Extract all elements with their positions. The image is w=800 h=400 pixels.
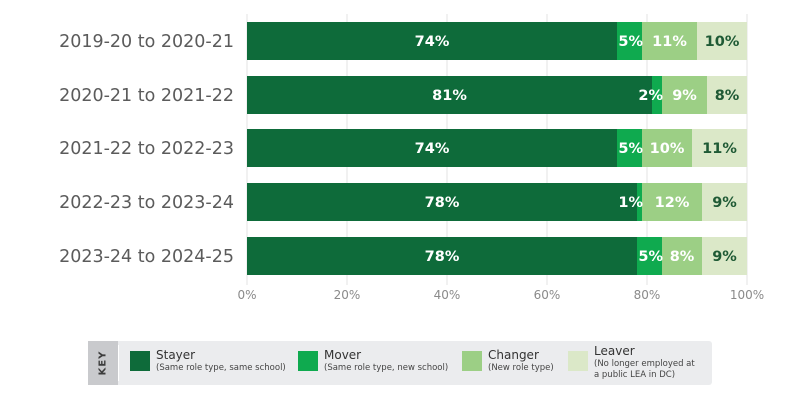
legend-swatch-changer (462, 351, 482, 371)
legend-desc-leaver-line2: a public LEA in DC) (594, 370, 676, 380)
legend-name-stayer: Stayer (156, 348, 196, 362)
x-tick-label: 40% (434, 288, 461, 302)
bar-segment-changer (662, 237, 702, 275)
data-label-mover: 2% (638, 88, 663, 104)
bar-segment-mover (617, 129, 642, 167)
bar-segment-stayer (247, 183, 637, 221)
legend: KEY Stayer (Same role type, same school)… (88, 341, 712, 385)
bar-segment-leaver (692, 129, 747, 167)
legend-key-label: KEY (97, 350, 109, 376)
legend-desc-changer: (New role type) (488, 363, 554, 373)
data-label-changer: 8% (670, 249, 695, 265)
data-label-changer: 10% (650, 141, 685, 157)
x-tick-label: 60% (534, 288, 561, 302)
legend-name-changer: Changer (488, 348, 539, 362)
data-label-changer: 11% (652, 34, 687, 50)
bar-segment-changer (662, 76, 707, 114)
data-label-leaver: 10% (705, 34, 740, 50)
legend-name-leaver: Leaver (594, 344, 635, 358)
bar-segment-mover (637, 237, 662, 275)
data-label-changer: 12% (655, 195, 690, 211)
x-tick-label: 20% (334, 288, 361, 302)
data-label-leaver: 11% (702, 141, 737, 157)
bar-segment-mover (617, 22, 642, 60)
bar-segment-changer (642, 183, 702, 221)
bar-segment-leaver (707, 76, 747, 114)
data-label-changer: 9% (672, 88, 697, 104)
stacked-bar-chart: 74% 5% 11% 10% 81% 2% 9% 8% 74% 5% 10% 11% 78% 1% 12% 9… (59, 14, 764, 302)
bar-segment-stayer (247, 22, 617, 60)
legend-key-tab: KEY (88, 341, 118, 385)
legend-divider (118, 345, 119, 381)
data-label-leaver: 9% (712, 249, 737, 265)
x-tick-label: 0% (237, 288, 256, 302)
category-label: 2022-23 to 2023-24 (59, 193, 234, 213)
legend-swatch-mover (298, 351, 318, 371)
legend-swatch-leaver (568, 351, 588, 371)
data-label-leaver: 9% (712, 195, 737, 211)
legend-desc-leaver-line1: (No longer employed at (594, 359, 695, 369)
category-label: 2019-20 to 2020-21 (59, 32, 234, 52)
category-label: 2021-22 to 2022-23 (59, 139, 234, 159)
bar-segment-stayer (247, 129, 617, 167)
data-label-mover: 5% (638, 249, 663, 265)
bar-segment-stayer (247, 237, 637, 275)
data-label-stayer: 74% (415, 141, 450, 157)
bar-segment-changer (642, 129, 692, 167)
data-label-stayer: 78% (425, 249, 460, 265)
bar-segment-leaver (697, 22, 747, 60)
bar-segment-mover (652, 76, 662, 114)
data-label-mover: 5% (618, 141, 643, 157)
legend-swatch-stayer (130, 351, 150, 371)
legend-desc-mover: (Same role type, new school) (324, 363, 449, 373)
category-label: 2020-21 to 2021-22 (59, 86, 234, 106)
legend-name-mover: Mover (324, 348, 362, 362)
x-axis-ticks: 0% 20% 40% 60% 80% 100% (237, 288, 764, 302)
data-label-stayer: 78% (425, 195, 460, 211)
data-labels: 74% 5% 11% 10% 81% 2% 9% 8% 74% 5% 10% 11% 78% 1% 12% 9… (415, 34, 740, 265)
data-label-mover: 5% (618, 34, 643, 50)
bars (247, 22, 747, 275)
data-label-leaver: 8% (715, 88, 740, 104)
data-label-mover: 1% (618, 195, 643, 211)
data-label-stayer: 81% (432, 88, 467, 104)
bar-segment-changer (642, 22, 697, 60)
x-tick-label: 100% (730, 288, 764, 302)
bar-segment-mover (637, 183, 642, 221)
category-labels: 2019-20 to 2020-21 2020-21 to 2021-22 2021… (59, 32, 234, 267)
bar-segment-leaver (702, 183, 747, 221)
category-label: 2023-24 to 2024-25 (59, 247, 234, 267)
bar-segment-stayer (247, 76, 652, 114)
legend-desc-stayer: (Same role type, same school) (156, 363, 286, 373)
data-label-stayer: 74% (415, 34, 450, 50)
bar-segment-leaver (702, 237, 747, 275)
x-tick-label: 80% (634, 288, 661, 302)
